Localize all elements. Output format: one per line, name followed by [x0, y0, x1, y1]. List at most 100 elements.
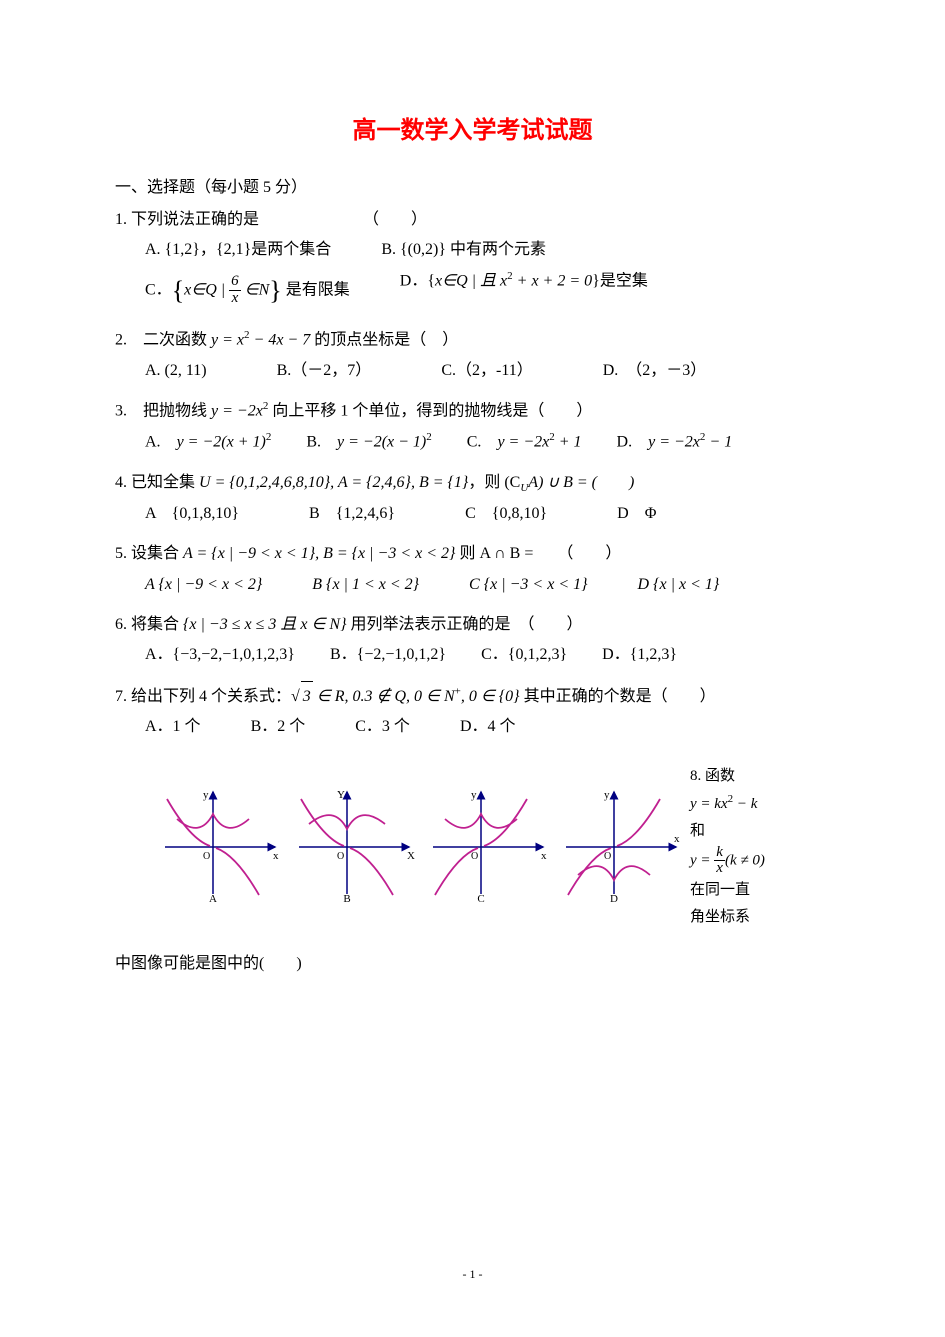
text: 则 A ∩ B = （ ） [455, 545, 621, 562]
origin-label: O [203, 851, 210, 862]
question-4-text: 4. 已知全集 U = {0,1,2,4,6,8,10}, A = {2,4,6… [115, 468, 830, 499]
q3-option-c: C. y = −2x2 + 1 [467, 427, 582, 458]
origin-label: O [337, 851, 344, 862]
math-text: − k [733, 796, 757, 812]
axis-y-label: y [471, 789, 477, 801]
q3-option-a: A. y = −2(x + 1)2 [145, 427, 271, 458]
math-text: , 0 ∈ {0} [461, 688, 520, 705]
q3-option-b: B. y = −2(x − 1)2 [306, 427, 431, 458]
frac-num: k [714, 845, 725, 862]
question-6: 6. 将集合 {x | −3 ≤ x ≤ 3 且 x ∈ N} 用列举法表示正确… [115, 610, 830, 671]
graph-d-svg: x y O D [556, 784, 686, 904]
text: 中有两个元素 [446, 241, 546, 258]
text: 是有限集 [282, 281, 350, 298]
graph-a: x y O A [155, 784, 285, 909]
question-3-text: 3. 把抛物线 y = −2x2 向上平移 1 个单位，得到的抛物线是（ ） [115, 396, 830, 427]
text: 7. 给出下列 4 个关系式： [115, 688, 291, 705]
axis-y-label: Y [337, 789, 345, 801]
math-text: − 4x − 7 [250, 332, 311, 349]
math-text: y = x [211, 332, 244, 349]
math-text: (k ≠ 0) [725, 852, 765, 868]
math-text: ∈N [241, 281, 270, 298]
q3-option-d: D. y = −2x2 − 1 [617, 427, 733, 458]
text: 和 [690, 818, 810, 845]
frac-num: 6 [229, 274, 241, 291]
text: 的顶点坐标是（ ） [310, 332, 458, 349]
q1-option-c: C．{x∈Q | 6x ∈N} 是有限集 [145, 266, 350, 315]
opt-label: C. [467, 433, 498, 450]
graph-d: x y O D [556, 784, 686, 909]
q4-option-d: D Φ [617, 499, 656, 529]
q2-option-d: D. （2，－3） [603, 356, 707, 386]
q2-option-c: C.（2，-11） [441, 356, 532, 386]
text: ，则 (C [468, 474, 520, 491]
page-title: 高一数学入学考试试题 [115, 110, 830, 145]
graph-label: A [209, 893, 217, 904]
set-text: {1,2} [165, 241, 200, 258]
axis-x-label: x [541, 850, 547, 862]
sep: ， [200, 241, 216, 258]
math-text: + 1 [555, 433, 582, 450]
question-1-text: 1. 下列说法正确的是 （ ） [115, 205, 830, 235]
q5-option-a: A {x | −9 < x < 2} [145, 570, 262, 600]
q4-option-a: A {0,1,8,10} [145, 499, 239, 529]
q4-option-b: B {1,2,4,6} [309, 499, 395, 529]
text: 是两个集合 [251, 241, 331, 258]
frac-den: x [229, 291, 241, 307]
q6-option-d: D．{1,2,3} [602, 640, 677, 670]
q7-option-d: D．4 个 [460, 712, 516, 742]
q8-label: 8. 函数 [690, 763, 810, 790]
text: 在同一直 [690, 877, 810, 904]
opt-label: A. [145, 241, 165, 258]
q1-option-d: D．{x∈Q | 且 x2 + x + 2 = 0}是空集 [400, 266, 648, 315]
q2-option-a: A. (2, 11) [145, 356, 207, 386]
axis-y-label: y [604, 789, 610, 801]
axis-y-label: y [203, 789, 209, 801]
origin-label: O [471, 851, 478, 862]
set-text: {2,1} [216, 241, 251, 258]
q7-option-c: C．3 个 [355, 712, 410, 742]
opt-label: A. [145, 433, 177, 450]
q6-option-a: A．{−3,−2,−1,0,1,2,3} [145, 640, 295, 670]
math-text: x∈Q | [184, 281, 229, 298]
axis-x-label: x [273, 850, 279, 862]
math-text: y = −2x [497, 433, 549, 450]
set-text: {(0,2)} [400, 241, 446, 258]
q5-option-c: C {x | −3 < x < 1} [469, 570, 587, 600]
text: 向上平移 1 个单位，得到的抛物线是（ ） [268, 403, 592, 420]
math-text: A = {x | −9 < x < 1}, B = {x | −3 < x < … [183, 545, 455, 562]
page-number: - 1 - [0, 1267, 945, 1282]
graph-b: X Y O B [289, 784, 419, 909]
graph-label: C [477, 893, 484, 904]
math-text: y = kx [690, 796, 728, 812]
q6-option-b: B．{−2,−1,0,1,2} [330, 640, 446, 670]
q4-option-c: C {0,8,10} [465, 499, 547, 529]
text: 其中正确的个数是（ ） [520, 688, 716, 705]
question-1: 1. 下列说法正确的是 （ ） A. {1,2}，{2,1}是两个集合 B. {… [115, 205, 830, 315]
q5-option-d: D {x | x < 1} [638, 570, 720, 600]
question-8-graphs: x y O A X Y O B x y O C [115, 753, 830, 942]
text: 2. 二次函数 [115, 332, 211, 349]
opt-label: D． [400, 272, 428, 289]
section-heading: 一、选择题（每小题 5 分） [115, 173, 830, 197]
math-text: − 1 [705, 433, 732, 450]
graph-c: x y O C [423, 784, 553, 909]
math-text: y = [690, 852, 714, 868]
question-7-text: 7. 给出下列 4 个关系式：√3 ∈ R, 0.3 ∉ Q, 0 ∈ N+, … [115, 681, 830, 712]
text: 3. 把抛物线 [115, 403, 211, 420]
opt-label: C． [145, 281, 172, 298]
q6-option-c: C．{0,1,2,3} [481, 640, 567, 670]
math-text: {x | −3 ≤ x ≤ 3 且 x ∈ N} [183, 616, 346, 633]
math-text: A) ∪ B = ( ) [528, 474, 634, 491]
question-5-text: 5. 设集合 A = {x | −9 < x < 1}, B = {x | −3… [115, 539, 830, 569]
question-7: 7. 给出下列 4 个关系式：√3 ∈ R, 0.3 ∉ Q, 0 ∈ N+, … [115, 681, 830, 743]
q5-option-b: B {x | 1 < x < 2} [312, 570, 419, 600]
opt-label: B. [381, 241, 400, 258]
axis-x-label: x [674, 833, 680, 845]
sqrt-val: 3 [301, 681, 313, 712]
math-text: y = −2(x − 1) [337, 433, 426, 450]
math-text: y = −2x [648, 433, 700, 450]
graph-label: B [343, 893, 350, 904]
q1-option-b: B. {(0,2)} 中有两个元素 [381, 235, 546, 265]
graph-c-svg: x y O C [423, 784, 553, 904]
